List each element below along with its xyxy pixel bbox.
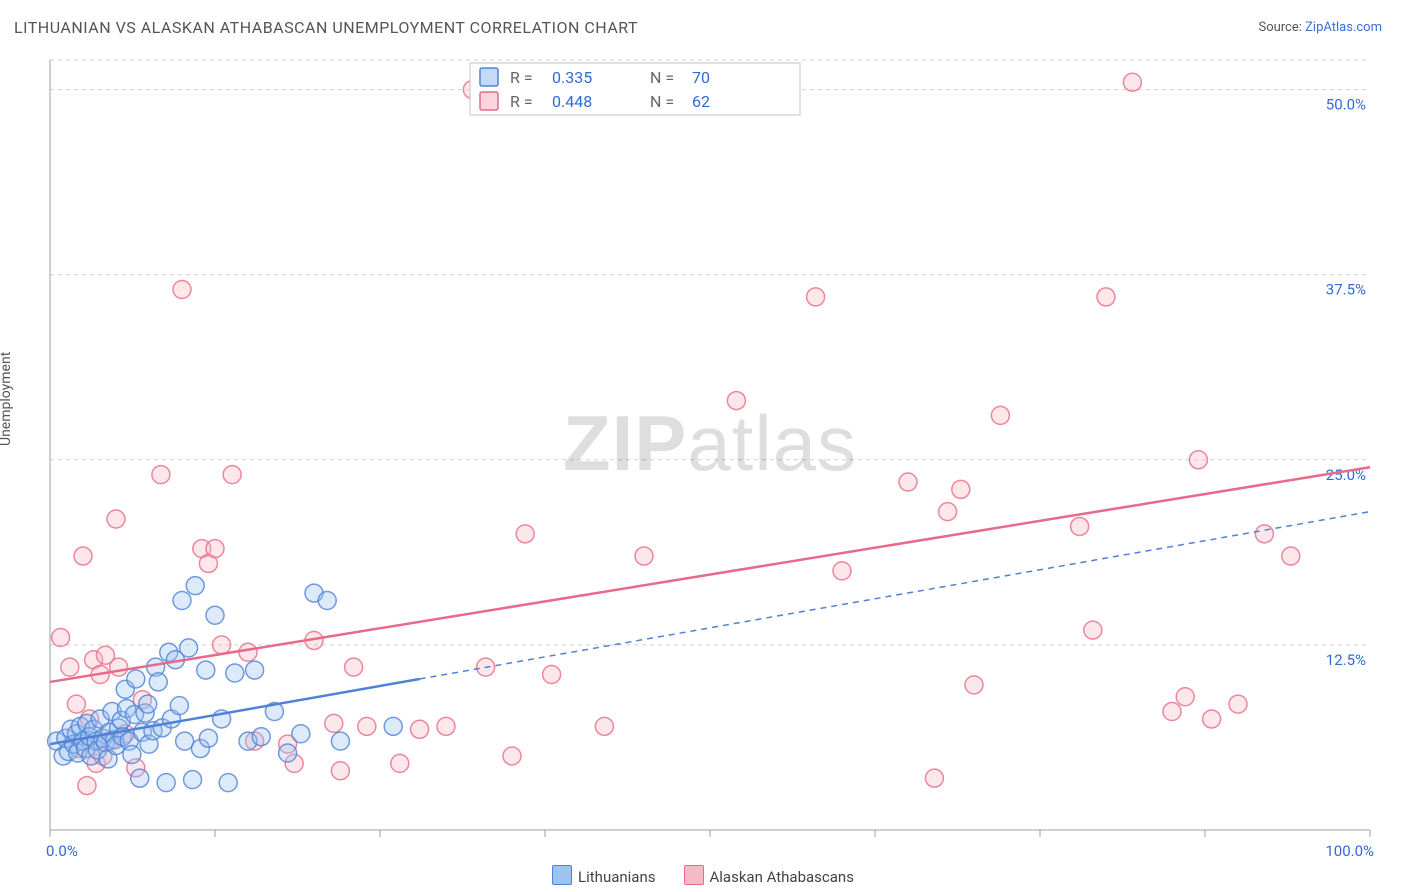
svg-text:R =: R = (510, 92, 533, 111)
svg-text:R =: R = (510, 68, 533, 87)
svg-text:62: 62 (692, 92, 710, 111)
legend-label: Alaskan Athabascans (710, 868, 854, 886)
legend-item-athabascans: Alaskan Athabascans (684, 865, 854, 886)
svg-text:ZIPatlas: ZIPatlas (563, 399, 857, 487)
svg-text:37.5%: 37.5% (1326, 281, 1366, 299)
svg-text:0.335: 0.335 (552, 68, 592, 87)
svg-text:70: 70 (692, 68, 710, 87)
legend-swatch-icon (684, 865, 704, 885)
legend-item-lithuanians: Lithuanians (552, 865, 655, 886)
svg-text:50.0%: 50.0% (1326, 96, 1366, 114)
legend-label: Lithuanians (578, 868, 655, 886)
svg-text:N =: N = (650, 68, 674, 87)
svg-text:N =: N = (650, 92, 674, 111)
legend-swatch-icon (552, 865, 572, 885)
bottom-legend: Lithuanians Alaskan Athabascans (0, 865, 1406, 886)
svg-text:0.0%: 0.0% (46, 842, 78, 860)
scatter-chart: 12.5%25.0%37.5%50.0%ZIPatlas0.0%100.0%R … (0, 0, 1406, 892)
svg-text:12.5%: 12.5% (1326, 651, 1366, 669)
chart-frame: LITHUANIAN VS ALASKAN ATHABASCAN UNEMPLO… (0, 0, 1406, 892)
svg-text:100.0%: 100.0% (1325, 842, 1374, 860)
svg-text:0.448: 0.448 (552, 92, 592, 111)
